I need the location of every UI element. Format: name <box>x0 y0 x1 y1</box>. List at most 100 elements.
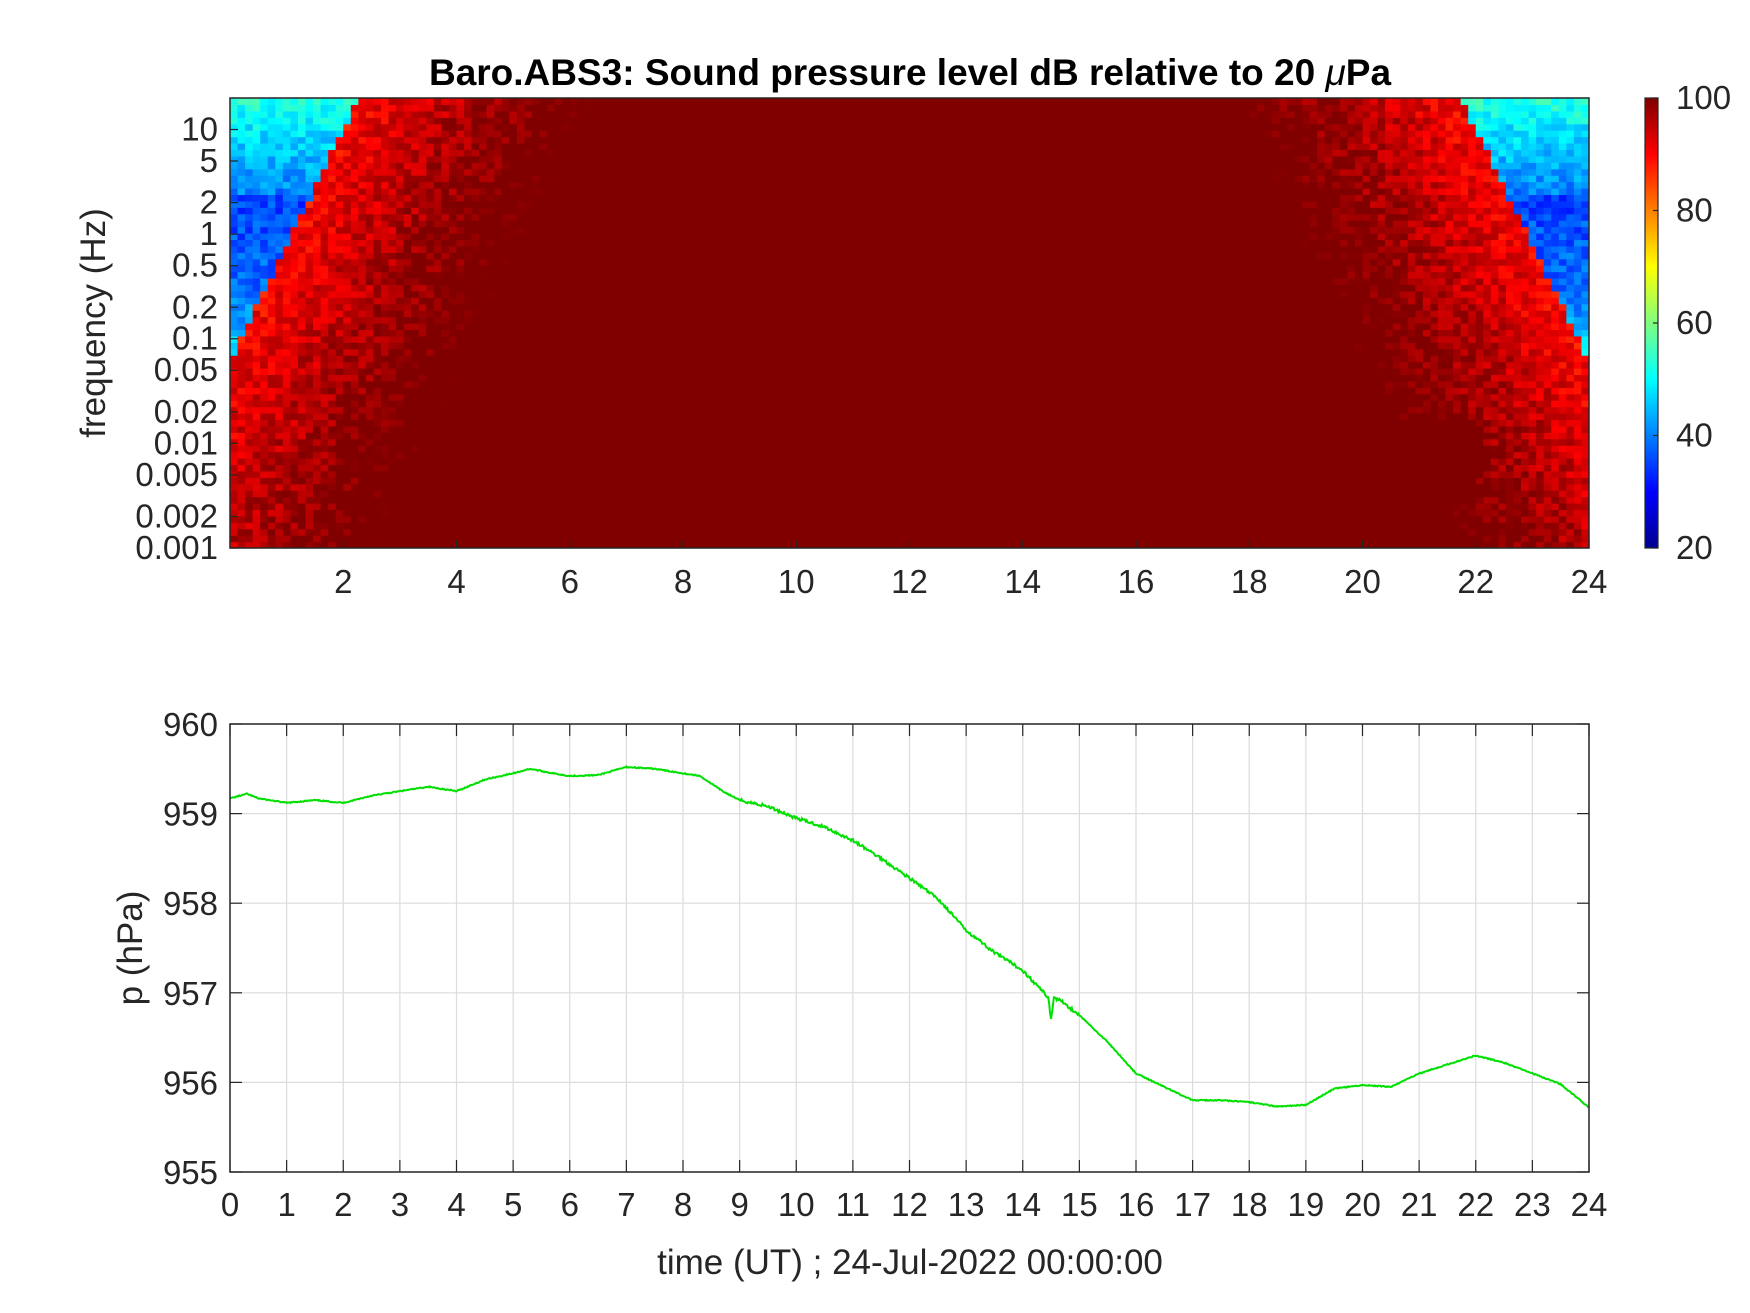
spectrogram-cell <box>554 110 563 118</box>
spectrogram-cell <box>328 496 337 504</box>
spectrogram-cell <box>592 130 601 138</box>
spectrogram-cell <box>660 432 669 440</box>
spectrogram-cell <box>448 438 458 446</box>
spectrogram-cell <box>396 297 405 305</box>
spectrogram-cell <box>479 323 488 331</box>
spectrogram-cell <box>652 271 661 279</box>
spectrogram-cell <box>758 194 767 202</box>
spectrogram-cell <box>396 541 405 548</box>
spectrogram-cell <box>562 258 571 266</box>
spectrogram-cell <box>569 278 578 286</box>
spectrogram-cell <box>683 438 692 446</box>
spectrogram-cell <box>524 438 533 446</box>
spectrogram-cell <box>494 162 503 170</box>
spectrogram-cell <box>667 245 677 253</box>
spectrogram-cell <box>494 98 503 106</box>
spectrogram-cell <box>599 361 609 369</box>
spectrogram-cell <box>358 98 367 106</box>
spectrogram-cell <box>494 413 503 421</box>
spectrogram-cell <box>622 278 631 286</box>
spectrogram-cell <box>328 143 337 151</box>
spectrogram-cell <box>252 432 261 440</box>
spectrogram-cell <box>381 348 390 356</box>
spectrogram-cell <box>645 374 654 382</box>
spectrogram-cell <box>456 258 465 266</box>
spectrogram-cell <box>275 535 284 543</box>
spectrogram-cell <box>698 515 707 523</box>
spectrogram-cell <box>275 200 284 208</box>
spectrogram-cell <box>645 445 654 453</box>
spectrogram-cell <box>577 220 586 228</box>
spectrogram-cell <box>396 188 405 196</box>
spectrogram-cell <box>645 290 654 298</box>
spectrogram-cell <box>524 528 533 536</box>
spectrogram-cell <box>373 130 382 138</box>
spectrogram-cell <box>297 290 307 298</box>
spectrogram-cell <box>358 490 367 498</box>
spectrogram-cell <box>539 245 548 253</box>
spectrogram-cell <box>320 432 329 440</box>
spectrogram-cell <box>622 220 631 228</box>
spectrogram-cell <box>698 374 707 382</box>
spectrogram-cell <box>396 207 405 215</box>
spectrogram-cell <box>584 425 593 433</box>
spectrogram-cell <box>282 207 291 215</box>
spectrogram-cell <box>652 143 661 151</box>
spectrogram-cell <box>547 490 556 498</box>
spectrogram-cell <box>509 477 518 485</box>
spectrogram-cell <box>456 278 465 286</box>
spectrogram-cell <box>622 271 631 279</box>
spectrogram-cell <box>245 252 254 260</box>
spectrogram-cell <box>411 175 420 183</box>
spectrogram-cell <box>667 207 677 215</box>
spectrogram-cell <box>584 374 593 382</box>
spectrogram-cell <box>388 400 397 408</box>
spectrogram-cell <box>411 213 420 221</box>
spectrogram-cell <box>403 458 412 466</box>
spectrogram-cell <box>350 162 359 170</box>
spectrogram-cell <box>403 541 412 548</box>
spectrogram-cell <box>403 143 412 151</box>
spectrogram-cell <box>713 393 722 401</box>
spectrogram-cell <box>652 400 661 408</box>
spectrogram-cell <box>381 387 390 395</box>
spectrogram-cell <box>637 233 646 241</box>
spectrogram-cell <box>335 297 344 305</box>
spectrogram-cell <box>358 284 367 292</box>
spectrogram-cell <box>471 503 480 511</box>
spectrogram-cell <box>584 143 593 151</box>
spectrogram-cell <box>577 297 586 305</box>
spectrogram-cell <box>260 207 269 215</box>
spectrogram-cell <box>290 207 299 215</box>
spectrogram-cell <box>411 522 420 530</box>
spectrogram-cell <box>622 335 631 343</box>
spectrogram-cell <box>418 425 427 433</box>
spectrogram-cell <box>230 110 239 118</box>
spectrogram-cell <box>282 98 291 106</box>
spectrogram-cell <box>667 143 677 151</box>
spectrogram-cell <box>675 380 684 388</box>
spectrogram-cell <box>652 290 661 298</box>
spectrogram-cell <box>313 316 322 324</box>
spectrogram-cell <box>660 98 669 106</box>
spectrogram-cell <box>554 342 563 350</box>
spectrogram-cell <box>607 104 616 112</box>
spectrogram-cell <box>577 200 586 208</box>
spectrogram-cell <box>592 393 601 401</box>
spectrogram-cell <box>645 297 654 305</box>
spectrogram-cell <box>645 258 654 266</box>
spectrogram-cell <box>539 278 548 286</box>
spectrogram-cell <box>411 490 420 498</box>
spectrogram-cell <box>690 342 699 350</box>
spectrogram-cell <box>335 490 344 498</box>
spectrogram-cell <box>335 278 344 286</box>
spectrogram-cell <box>539 490 548 498</box>
spectrogram-cell <box>547 374 556 382</box>
spectrogram-cell <box>403 361 412 369</box>
spectrogram-cell <box>426 400 435 408</box>
spectrogram-cell <box>645 117 654 125</box>
spectrogram-cell <box>539 181 548 189</box>
spectrogram-cell <box>252 297 261 305</box>
spectrogram-cell <box>456 419 465 427</box>
spectrogram-cell <box>615 303 624 311</box>
